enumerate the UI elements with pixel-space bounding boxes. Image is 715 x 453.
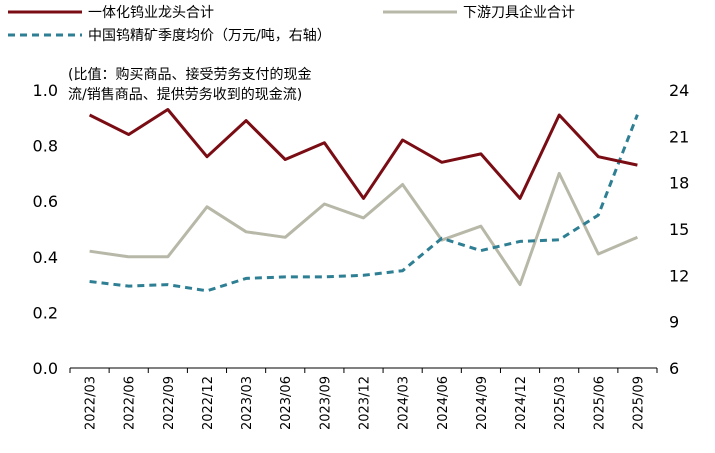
x-tick-label: 2023/06 (279, 376, 294, 430)
x-tick-label: 2024/06 (436, 376, 451, 430)
y-left-tick-label: 0.2 (33, 303, 58, 322)
y-left-tick-label: 0.4 (33, 248, 58, 267)
annotation-line-1: (比值：购买商品、接受劳务支付的现金 (68, 66, 311, 83)
x-tick-label: 2022/06 (123, 376, 138, 430)
y-right-tick-label: 9 (669, 313, 679, 332)
axes: 2022/03 2022/06 2022/09 2022/12 2023/03 2023/… (33, 81, 690, 430)
x-tick-label: 2024/03 (397, 376, 412, 430)
x-tick-label: 2025/03 (553, 376, 568, 430)
y-right-tick-label: 12 (669, 266, 689, 285)
x-tick-label: 2024/09 (475, 376, 490, 430)
y-right-tick-label: 21 (669, 127, 689, 146)
annotation-line-2: 流/销售商品、提供劳务收到的现金流) (68, 87, 302, 103)
y-right-tick-label: 15 (669, 220, 689, 239)
legend-label: 一体化钨业龙头合计 (88, 5, 214, 21)
x-tick-label: 2022/09 (162, 376, 177, 430)
x-tick-label: 2022/12 (201, 376, 216, 430)
y-right-tick-label: 18 (669, 174, 689, 193)
x-tick-label: 2023/03 (240, 376, 255, 430)
series-line-2 (89, 114, 639, 293)
y-left-tick-label: 0.8 (33, 137, 58, 156)
x-tick-label: 2025/06 (592, 376, 607, 430)
x-tick-label: 2023/12 (358, 376, 373, 430)
series-layer (88, 108, 639, 293)
legend-label: 中国钨精矿季度均价（万元/吨，右轴） (88, 28, 331, 44)
x-tick-label: 2022/03 (84, 376, 99, 430)
y-right-tick-label: 6 (669, 359, 679, 378)
chart-annotation: (比值：购买商品、接受劳务支付的现金 流/销售商品、提供劳务收到的现金流) (68, 66, 311, 103)
series-line-0 (88, 108, 638, 200)
y-right-tick-label: 24 (669, 81, 689, 100)
y-left-tick-label: 0.6 (33, 192, 58, 211)
series-line-1 (89, 171, 638, 287)
x-tick-label: 2025/09 (631, 376, 646, 430)
x-tick-label: 2023/09 (318, 376, 333, 430)
legend-label: 下游刀具企业合计 (463, 4, 575, 21)
y-left-tick-label: 1.0 (33, 81, 58, 100)
y-left-tick-label: 0.0 (33, 359, 58, 378)
x-tick-label: 2024/12 (514, 376, 529, 430)
